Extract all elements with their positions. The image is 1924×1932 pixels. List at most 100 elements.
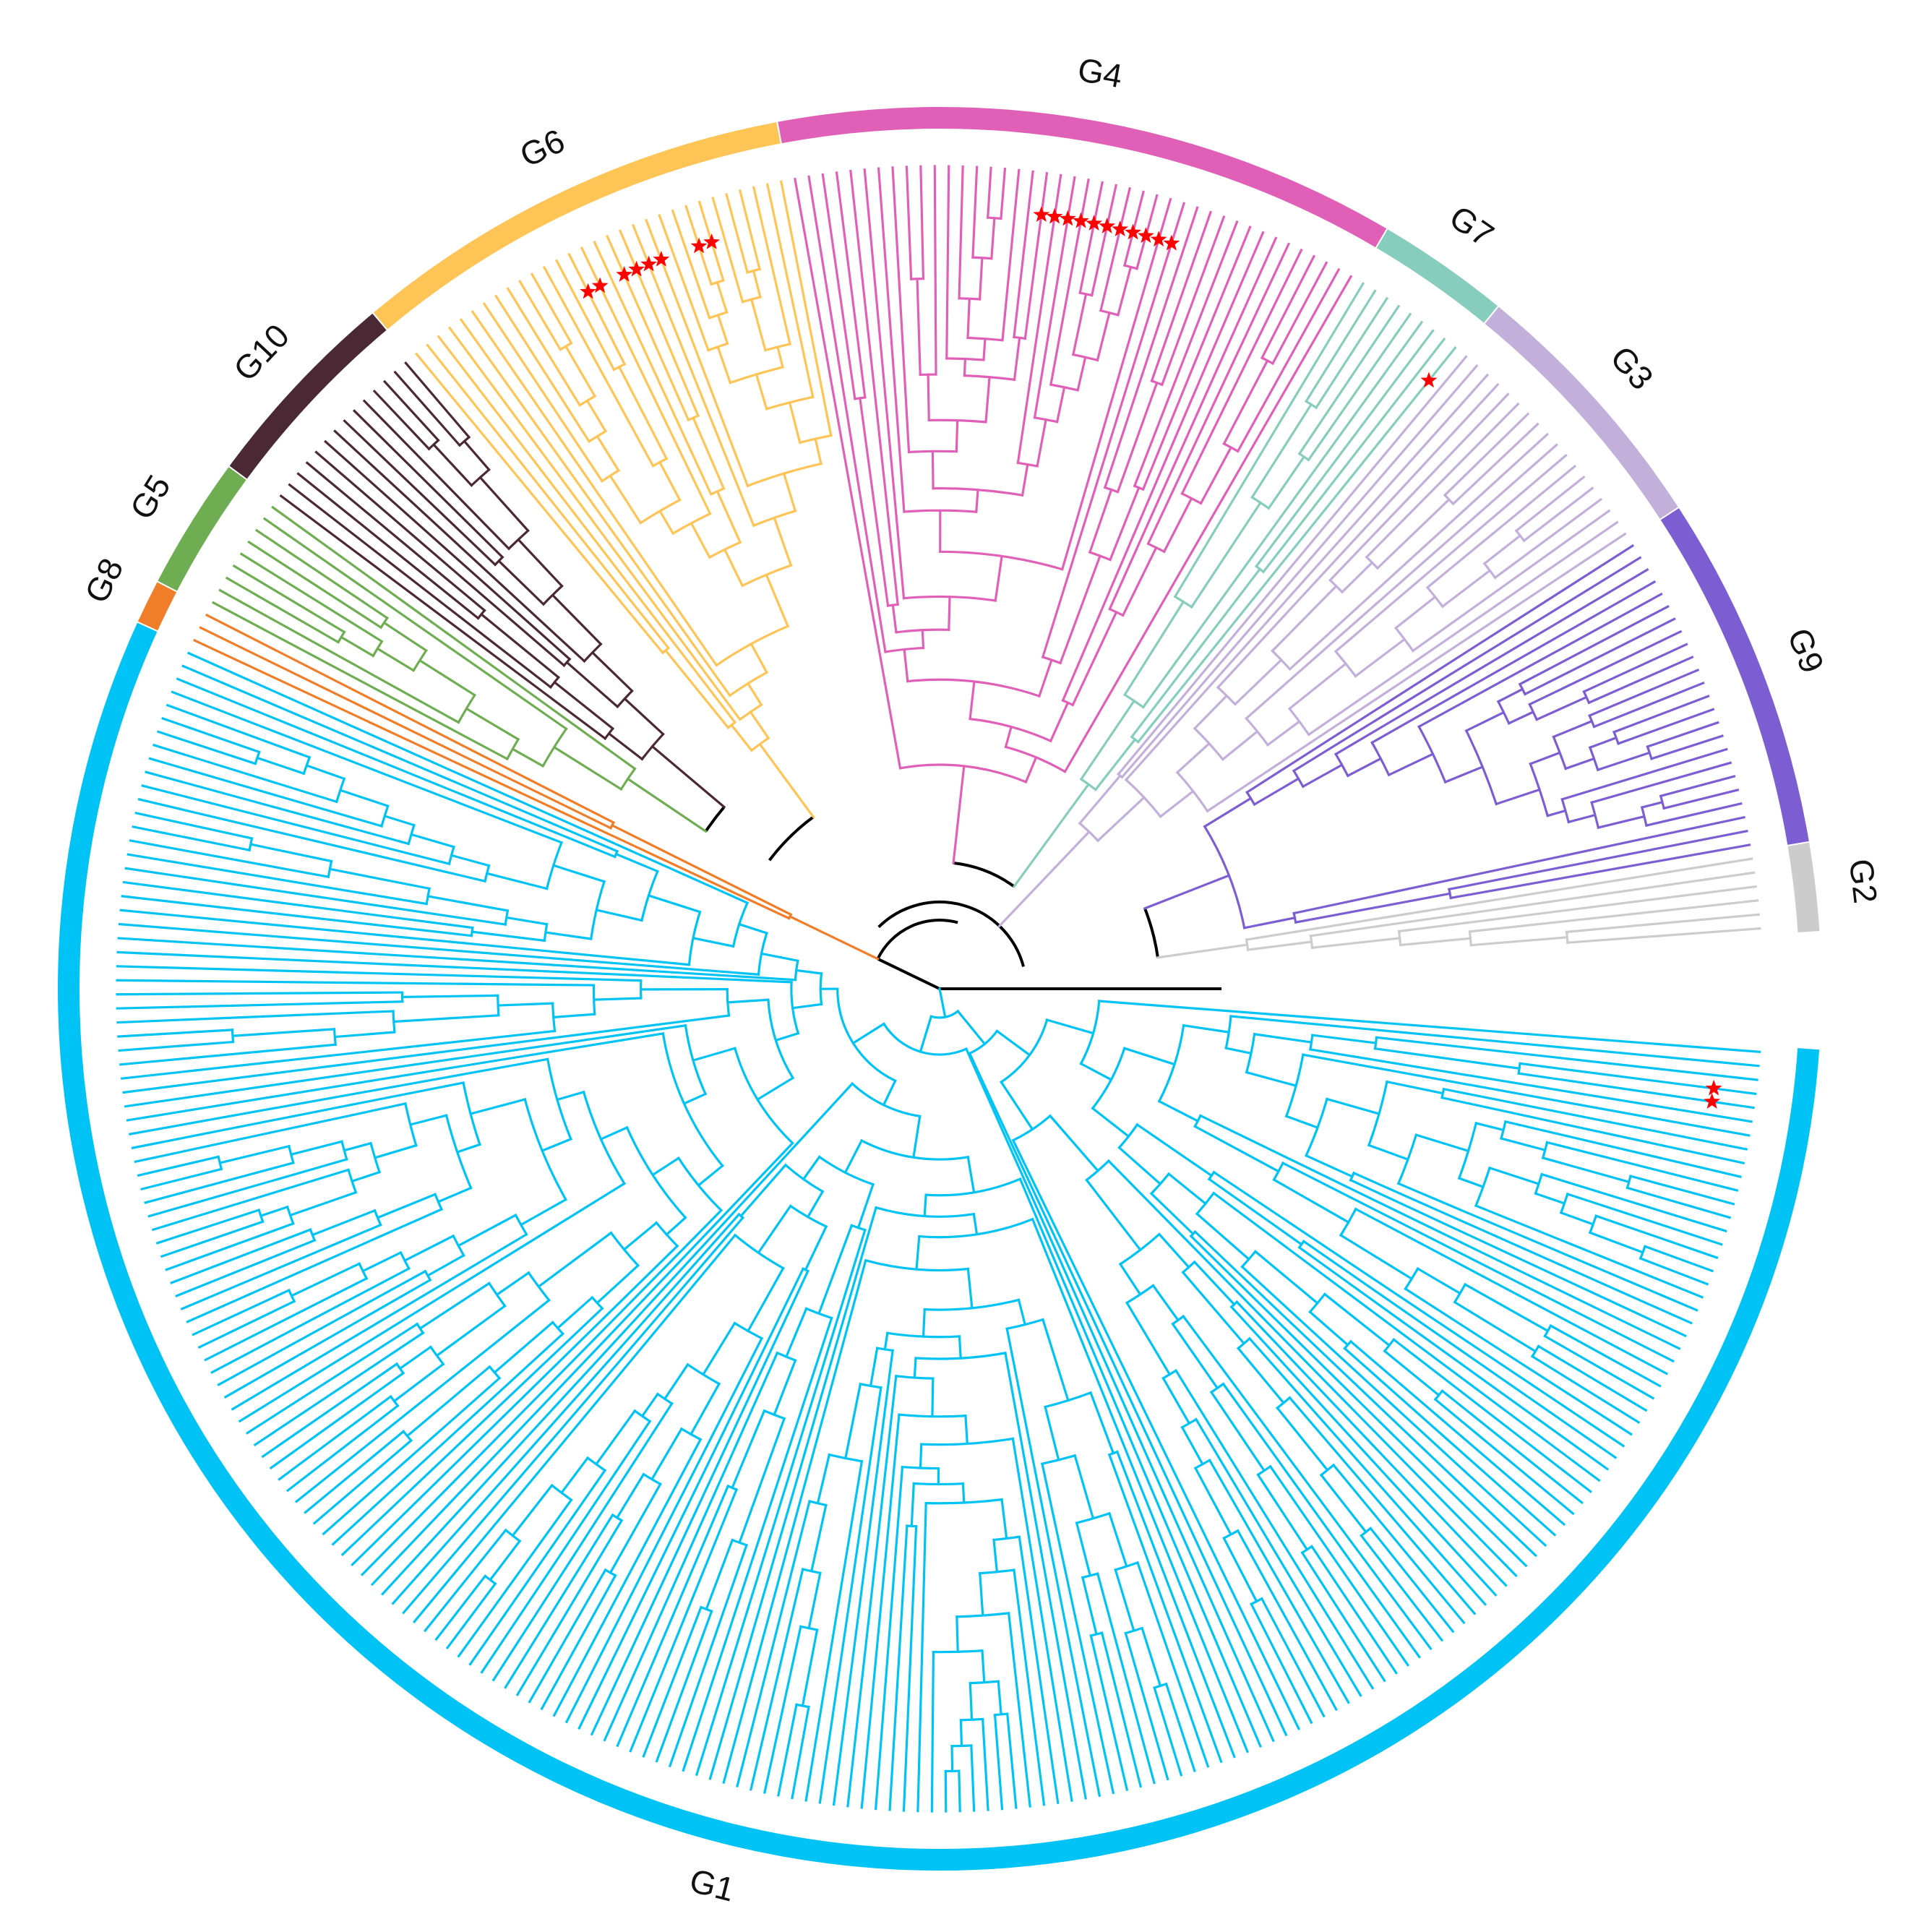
g1-leaf-branch [1566,1193,1723,1246]
g1-leaf-branch [117,1029,234,1038]
g1-internal-branch [944,1745,961,1773]
g1-internal-branch [924,1155,1022,1197]
g1-internal-branch [1222,1536,1263,1606]
g1-leaf-branch [116,1000,404,1010]
g1-leaf-branch [832,1349,894,1806]
g4-leaf-branch [1150,210,1213,383]
group-ring [58,107,1820,1871]
g1-leaf-branch [1281,1161,1675,1363]
g1-internal-branch [470,926,546,943]
g7-leaf-branch [1314,296,1389,410]
g1-internal-branch [369,1141,418,1174]
g4-internal-branch [966,336,1004,361]
g1-leaf-branch [1229,1305,1498,1597]
g9-leaf-branch [1417,592,1663,729]
g2-clade [1156,857,1761,959]
g1-leaf-branch [708,1206,878,1780]
g6-internal-branch [715,624,790,674]
g9-leaf-branch [1582,643,1688,694]
g5-label: G5 [122,468,178,526]
g8-ring-segment [137,582,177,631]
g1-internal-branch [929,987,960,1019]
g2-internal-branch [1156,938,1250,959]
g9-leaf-branch [1587,656,1694,705]
g1-leaf-branch [402,1216,745,1615]
g6-leaf-branch [645,218,750,488]
g1-leaf-branch [148,757,383,828]
g4-leaf-branch [849,169,899,606]
g4-leaf-branch [1016,173,1062,465]
g10-internal-branch [616,689,665,736]
g1-leaf-branch [1208,1459,1350,1704]
g1-internal-branch [401,1365,491,1443]
g10-internal-branch [476,609,560,679]
g1-leaf-branch [204,1276,369,1362]
g9-leaf-branch [1612,695,1710,734]
g1-internal-branch [287,1262,361,1303]
g1-internal-branch [1157,1232,1196,1274]
g1-leaf-branch [1031,1217,1249,1753]
g9-leaf-branch [1588,668,1700,718]
g6-leaf-branch [426,343,671,650]
g1-leaf-branch [434,1574,487,1641]
g6-leaf-branch [437,335,737,724]
g4-leaf-branch [807,175,887,653]
g1-internal-branch [828,1382,864,1463]
g1-leaf-branch [1235,1300,1508,1587]
g3-leaf-branch [1514,475,1586,533]
g4-internal-branch [898,763,1028,864]
g1-internal-branch [1559,1211,1598,1235]
g1-internal-branch [1253,1250,1327,1314]
g1-internal-branch [686,1321,736,1386]
g1-internal-branch [399,1234,455,1271]
g1-internal-branch [640,979,729,1000]
g4-leaf-branch [905,166,913,280]
g1-leaf-branch [1343,1347,1557,1537]
g1-leaf-branch [763,1625,802,1794]
g1-leaf-branch [145,770,411,846]
g1-internal-branch [1325,1080,1388,1147]
g5-leaf-branch [271,505,637,770]
backbone-upper-join [877,901,1026,990]
g9-internal-branch [1529,735,1568,770]
g3-leaf-branch [1245,443,1558,721]
g1-leaf-branch [1107,1159,1518,1578]
g1-internal-branch [795,1628,819,1709]
g1-leaf-branch [1153,1686,1183,1777]
g3-leaf-branch [1206,532,1627,813]
g1-internal-branch [395,1345,433,1375]
g10-internal-branch [493,555,546,606]
g3-leaf-branch [1117,355,1468,776]
g1-internal-branch [1500,1137,1549,1159]
g1-leaf-branch [515,1519,624,1696]
g1-internal-branch [1149,1192,1197,1238]
g1-internal-branch [487,1271,531,1308]
g1-internal-branch [802,1224,828,1273]
g9-leaf-branch [1245,544,1635,794]
g10-leaf-branch [352,409,504,559]
g4-ring-segment [778,107,1387,248]
g1-leaf-branch [1375,1036,1758,1081]
g1-leaf-branch [155,1208,261,1245]
g1-leaf-branch [217,1269,427,1386]
g1-leaf-branch [231,1232,528,1411]
g1-leaf-branch [668,1543,748,1768]
g1-leaf-branch [116,950,793,984]
g10-leaf-branch [288,483,553,690]
g1-internal-branch [625,1125,687,1219]
g6-leaf-branch [459,318,732,697]
g1-internal-branch [1305,1154,1356,1182]
backbone-g6-join [768,815,1153,990]
g1-internal-branch [1474,1120,1507,1141]
g1-internal-branch [790,981,823,1035]
g1-internal-branch [882,1015,969,1056]
g1-internal-branch [504,1483,554,1543]
g1-leaf-branch [331,1332,565,1546]
g1-leaf-branch [1625,1186,1732,1219]
g1-internal-branch [1224,1032,1256,1074]
g1-internal-branch [1534,1192,1569,1214]
g1-leaf-branch [137,798,486,883]
g10-leaf-branch [382,379,440,442]
g1-internal-branch [373,1193,437,1227]
g1-internal-branch [1048,1114,1111,1182]
